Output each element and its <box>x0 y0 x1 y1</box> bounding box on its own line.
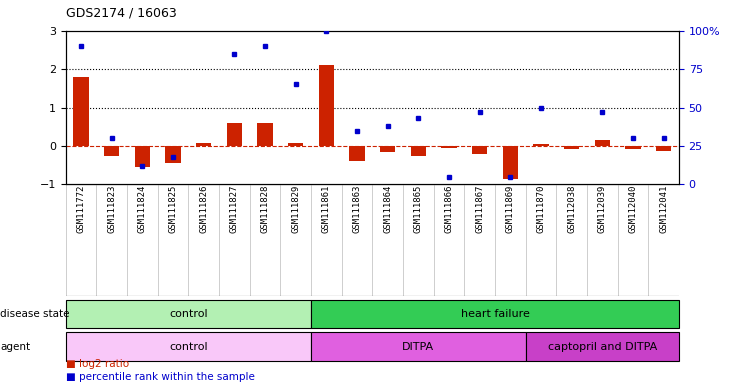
Bar <box>350 146 365 161</box>
Bar <box>73 77 89 146</box>
Text: GDS2174 / 16063: GDS2174 / 16063 <box>66 6 177 19</box>
Text: disease state: disease state <box>0 309 69 319</box>
Text: GSM112041: GSM112041 <box>659 184 668 233</box>
Bar <box>66 300 311 328</box>
Text: control: control <box>169 341 207 352</box>
Bar <box>564 146 580 149</box>
Text: ■ percentile rank within the sample: ■ percentile rank within the sample <box>66 372 255 382</box>
Text: GSM111861: GSM111861 <box>322 184 331 233</box>
Text: GSM111869: GSM111869 <box>506 184 515 233</box>
Bar <box>594 140 610 146</box>
Text: GSM112040: GSM112040 <box>629 184 637 233</box>
Bar <box>625 146 641 149</box>
Bar <box>311 332 526 361</box>
Bar <box>258 123 273 146</box>
Bar <box>166 146 181 163</box>
Text: GSM111865: GSM111865 <box>414 184 423 233</box>
Text: GSM111827: GSM111827 <box>230 184 239 233</box>
Text: GSM112039: GSM112039 <box>598 184 607 233</box>
Text: GSM111828: GSM111828 <box>261 184 269 233</box>
Text: GSM111866: GSM111866 <box>445 184 453 233</box>
Bar <box>319 65 334 146</box>
Bar <box>288 143 304 146</box>
Text: GSM111824: GSM111824 <box>138 184 147 233</box>
Bar <box>134 146 150 167</box>
Bar <box>196 143 212 146</box>
Text: GSM111772: GSM111772 <box>77 184 85 233</box>
Text: control: control <box>169 309 207 319</box>
Text: GSM111863: GSM111863 <box>353 184 361 233</box>
Bar <box>534 144 549 146</box>
Text: GSM111829: GSM111829 <box>291 184 300 233</box>
Text: GSM112038: GSM112038 <box>567 184 576 233</box>
Bar <box>410 146 426 156</box>
Text: GSM111864: GSM111864 <box>383 184 392 233</box>
Text: agent: agent <box>0 341 30 352</box>
Bar <box>502 146 518 179</box>
Bar <box>656 146 672 151</box>
Text: GSM111826: GSM111826 <box>199 184 208 233</box>
Text: GSM111823: GSM111823 <box>107 184 116 233</box>
Text: GSM111825: GSM111825 <box>169 184 177 233</box>
Bar <box>472 146 488 154</box>
Bar <box>442 146 457 148</box>
Text: DITPA: DITPA <box>402 341 434 352</box>
Text: heart failure: heart failure <box>461 309 529 319</box>
Text: captopril and DITPA: captopril and DITPA <box>548 341 657 352</box>
Bar <box>227 123 242 146</box>
Text: GSM111867: GSM111867 <box>475 184 484 233</box>
Text: GSM111870: GSM111870 <box>537 184 545 233</box>
Bar <box>526 332 679 361</box>
Bar <box>311 300 679 328</box>
Text: ■ log2 ratio: ■ log2 ratio <box>66 359 128 369</box>
Bar <box>66 332 311 361</box>
Bar <box>104 146 120 156</box>
Bar <box>380 146 396 152</box>
